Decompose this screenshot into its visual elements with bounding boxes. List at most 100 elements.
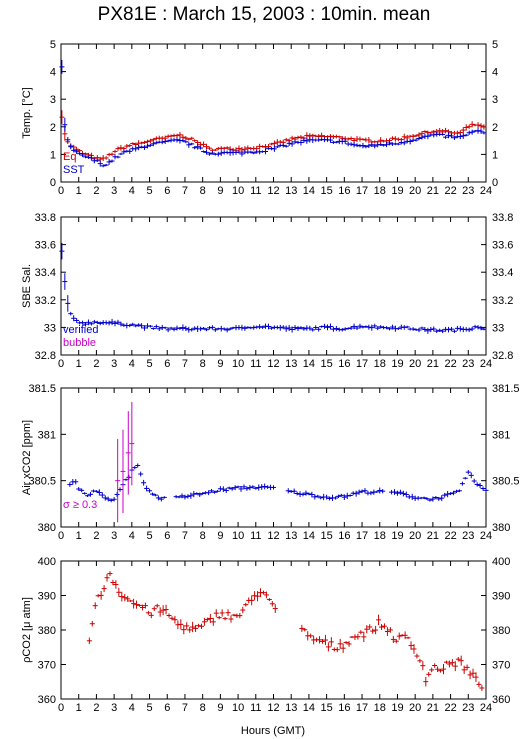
y-tick-label-right: 400 (492, 556, 510, 568)
y-tick-label-right: 3 (492, 94, 498, 106)
x-tick-label: 8 (200, 702, 206, 714)
x-tick-label: 20 (409, 358, 421, 370)
y-tick-label: 381.5 (28, 383, 56, 395)
x-tick-label: 1 (76, 358, 82, 370)
series-verified (59, 242, 487, 334)
x-tick-label: 2 (93, 185, 99, 197)
x-tick-label: 19 (391, 702, 403, 714)
y-tick-label-right: 360 (492, 694, 510, 706)
x-tick-label: 22 (444, 702, 456, 714)
x-tick-label: 23 (462, 530, 474, 542)
x-tick-label: 18 (374, 530, 386, 542)
figure-title: PX81E : March 15, 2003 : 10min. mean (98, 4, 431, 25)
x-tick-label: 1 (76, 702, 82, 714)
plot-frame (60, 216, 487, 356)
x-tick-label: 19 (391, 358, 403, 370)
x-tick-label: 10 (232, 702, 244, 714)
y-tick-label: 400 (38, 556, 56, 568)
y-tick-label: 380 (38, 522, 56, 534)
x-tick-label: 3 (111, 702, 117, 714)
x-tick-label: 6 (164, 702, 170, 714)
x-tick-label: 5 (146, 530, 152, 542)
x-tick-label: 10 (232, 358, 244, 370)
legend-entry: σ ≥ 0.3 (63, 499, 97, 511)
x-tick-label: 2 (93, 702, 99, 714)
x-tick-label: 0 (58, 530, 64, 542)
x-tick-label: 13 (285, 702, 297, 714)
x-tick-label: 5 (146, 702, 152, 714)
x-tick-label: 11 (250, 358, 261, 370)
y-tick-label-right: 33.2 (492, 295, 513, 307)
x-tick-label: 4 (129, 358, 135, 370)
x-tick-label: 11 (250, 185, 261, 197)
x-tick-label: 13 (285, 358, 297, 370)
y-tick-label: 360 (38, 694, 56, 706)
x-tick-label: 14 (303, 358, 315, 370)
y-tick-label: 33.4 (35, 267, 56, 279)
y-axis-label: Air xCO2 [ppm] (21, 420, 33, 495)
x-tick-label: 12 (267, 358, 279, 370)
x-tick-label: 10 (232, 185, 244, 197)
y-axis-label: Temp. [°C] (21, 87, 33, 138)
y-tick-label: 4 (50, 67, 56, 79)
x-tick-label: 0 (58, 185, 64, 197)
x-tick-label: 3 (111, 185, 117, 197)
x-tick-label: 7 (182, 358, 188, 370)
y-tick-label: 33 (44, 322, 56, 334)
x-tick-label: 23 (462, 358, 474, 370)
y-tick-label: 370 (38, 660, 56, 672)
x-tick-label: 6 (164, 358, 170, 370)
y-tick-label: 1 (50, 149, 56, 161)
x-tick-label: 11 (250, 530, 261, 542)
x-tick-label: 2 (93, 530, 99, 542)
x-tick-label: 20 (409, 530, 421, 542)
x-tick-label: 6 (164, 185, 170, 197)
y-tick-label-right: 380 (492, 625, 510, 637)
x-tick-label: 6 (164, 530, 170, 542)
x-tick-label: 7 (182, 530, 188, 542)
y-axis-label: ρCO2 [μ atm] (21, 597, 33, 663)
x-tick-label: 0 (58, 702, 64, 714)
x-tick-label: 5 (146, 358, 152, 370)
x-tick-label: 17 (356, 702, 368, 714)
x-tick-label: 22 (444, 185, 456, 197)
y-tick-label: 5 (50, 39, 56, 51)
series-s0 (67, 463, 489, 503)
x-tick-label: 5 (146, 185, 152, 197)
series-eq (59, 110, 487, 162)
legend-entry: bubble (63, 337, 96, 349)
y-axis-label: SBE Sal. (21, 264, 33, 308)
y-tick-label-right: 380.5 (492, 476, 520, 488)
y-tick-label-right: 381 (492, 429, 510, 441)
x-tick-label: 13 (285, 185, 297, 197)
x-tick-label: 4 (129, 185, 135, 197)
x-tick-label: 16 (338, 358, 350, 370)
x-tick-label: 1 (76, 185, 82, 197)
panels: 0 1 2 3 4 5 6 7 8 9 10 11 12 13 14 15 16 17 18 19 20 21 22 23 24… (21, 39, 520, 714)
x-tick-label: 1 (76, 530, 82, 542)
y-tick-label: 381 (38, 429, 56, 441)
x-tick-label: 22 (444, 358, 456, 370)
x-tick-label: 12 (267, 702, 279, 714)
y-tick-label-right: 1 (492, 149, 498, 161)
plot-frame (60, 387, 487, 528)
y-tick-label-right: 4 (492, 67, 498, 79)
x-tick-label: 18 (374, 358, 386, 370)
x-tick-label: 15 (321, 530, 333, 542)
x-tick-label: 12 (267, 530, 279, 542)
x-tick-label: 9 (217, 185, 223, 197)
x-tick-label: 24 (480, 185, 492, 197)
x-tick-label: 4 (129, 530, 135, 542)
x-tick-label: 14 (303, 702, 315, 714)
x-tick-label: 3 (111, 358, 117, 370)
y-tick-label: 33.2 (35, 295, 56, 307)
chart-temp: 0 1 2 3 4 5 6 7 8 9 10 11 12 13 14 15 16 17 18 19 20 21 22 23 24… (21, 39, 498, 197)
x-tick-label: 20 (409, 702, 421, 714)
x-tick-label: 21 (427, 702, 439, 714)
x-tick-label: 23 (462, 702, 474, 714)
series-sst (59, 59, 487, 168)
x-tick-label: 17 (356, 530, 368, 542)
x-tick-label: 8 (200, 185, 206, 197)
chart-pco2: 0 1 2 3 4 5 6 7 8 9 10 11 12 13 14 15 16 17 18 19 20 21 22 23 24… (21, 556, 510, 714)
